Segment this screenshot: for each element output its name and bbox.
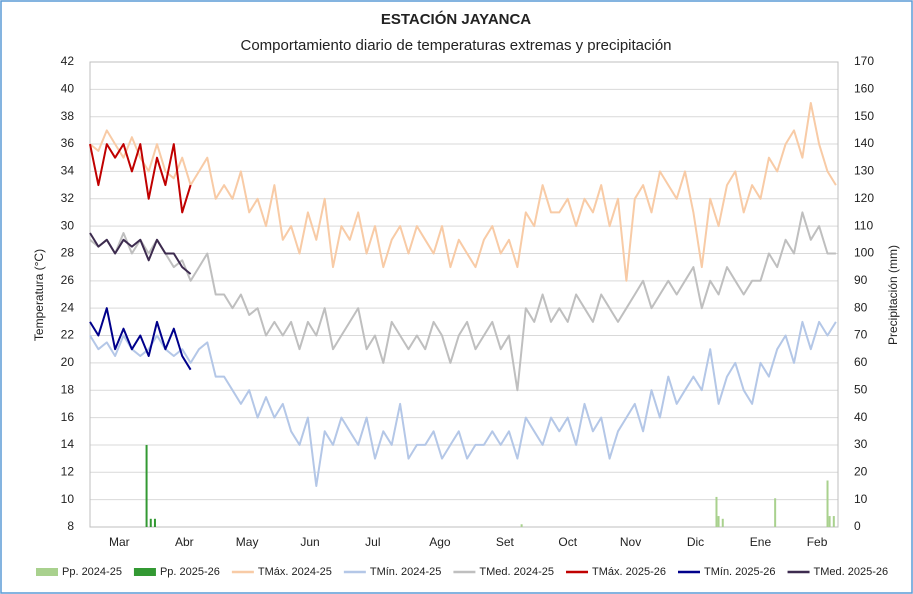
precip-bar [715, 496, 718, 527]
y-tick-label: 24 [61, 300, 75, 314]
legend-label: TMín. 2025-26 [704, 566, 776, 578]
precip-bar [828, 516, 831, 527]
y2-tick-label: 30 [854, 437, 868, 451]
precip-bar [826, 480, 829, 527]
chart-title: ESTACIÓN JAYANCA [381, 10, 531, 28]
x-tick-label: Feb [807, 535, 828, 549]
y-tick-label: 26 [61, 273, 75, 287]
y-tick-label: 16 [61, 410, 75, 424]
y-tick-label: 42 [61, 54, 75, 68]
x-tick-label: Abr [175, 535, 194, 549]
precip-bar [717, 516, 720, 527]
legend-label: Pp. 2025-26 [160, 566, 220, 578]
x-tick-label: Oct [558, 535, 577, 549]
precip-bar [153, 518, 156, 527]
y2-tick-label: 150 [854, 109, 874, 123]
y-tick-label: 12 [61, 464, 75, 478]
y-tick-label: 30 [61, 218, 75, 232]
chart-subtitle: Comportamiento diario de temperaturas ex… [240, 37, 671, 54]
legend-label: TMín. 2024-25 [370, 566, 442, 578]
y-tick-label: 34 [61, 164, 75, 178]
legend-swatch [36, 568, 58, 576]
legend-swatch [133, 568, 156, 576]
x-tick-label: Ago [429, 535, 451, 549]
series-line [89, 307, 192, 371]
y2-tick-label: 40 [854, 410, 868, 424]
precip-bar [145, 444, 148, 527]
y-tick-label: 20 [61, 355, 75, 369]
series-line [89, 211, 836, 392]
precip-bar [721, 518, 724, 527]
y-tick-label: 38 [61, 109, 75, 123]
y2-tick-label: 0 [854, 519, 861, 533]
legend-label: TMed. 2024-25 [479, 566, 554, 578]
y2-tick-label: 10 [854, 492, 868, 506]
y-tick-label: 36 [61, 136, 75, 150]
y2-tick-label: 90 [854, 273, 868, 287]
y2-tick-label: 120 [854, 191, 874, 205]
x-tick-label: Mar [109, 535, 130, 549]
series-line [89, 143, 192, 214]
y-tick-label: 14 [61, 437, 75, 451]
x-tick-label: May [236, 535, 259, 549]
precip-bar [832, 516, 835, 527]
legend-label: Pp. 2024-25 [62, 566, 122, 578]
y2-tick-label: 100 [854, 246, 874, 260]
y2-tick-label: 20 [854, 464, 868, 478]
x-tick-label: Nov [620, 535, 641, 549]
y2-tick-label: 60 [854, 355, 868, 369]
y2-axis-title: Precipitación (mm) [886, 245, 900, 345]
series-line [89, 320, 837, 487]
y-tick-label: 28 [61, 246, 75, 260]
legend-label: TMáx. 2025-26 [592, 566, 666, 578]
y-tick-label: 40 [61, 82, 75, 96]
x-tick-label: Jul [365, 535, 380, 549]
precip-bar [149, 518, 152, 527]
y2-tick-label: 140 [854, 136, 874, 150]
series-line [89, 102, 837, 282]
legend-label: TMed. 2025-26 [814, 566, 889, 578]
y2-tick-label: 50 [854, 382, 868, 396]
y-tick-label: 32 [61, 191, 75, 205]
y2-tick-label: 70 [854, 328, 868, 342]
plot-border [89, 61, 839, 528]
x-tick-label: Set [496, 535, 515, 549]
y2-tick-label: 170 [854, 54, 874, 68]
precip-bar [520, 524, 523, 527]
series-line [89, 232, 192, 275]
legend-label: TMáx. 2024-25 [258, 566, 332, 578]
y2-tick-label: 160 [854, 82, 874, 96]
y-axis-title: Temperatura (°C) [32, 249, 46, 341]
precip-bar [774, 498, 777, 527]
y-tick-label: 18 [61, 382, 75, 396]
x-tick-label: Ene [750, 535, 772, 549]
x-tick-label: Jun [300, 535, 319, 549]
y2-tick-label: 110 [854, 218, 873, 232]
x-tick-label: Dic [687, 535, 704, 549]
y-tick-label: 10 [61, 492, 75, 506]
y2-tick-label: 130 [854, 164, 874, 178]
y2-tick-label: 80 [854, 300, 868, 314]
y-tick-label: 8 [67, 519, 74, 533]
y-tick-label: 22 [61, 328, 75, 342]
